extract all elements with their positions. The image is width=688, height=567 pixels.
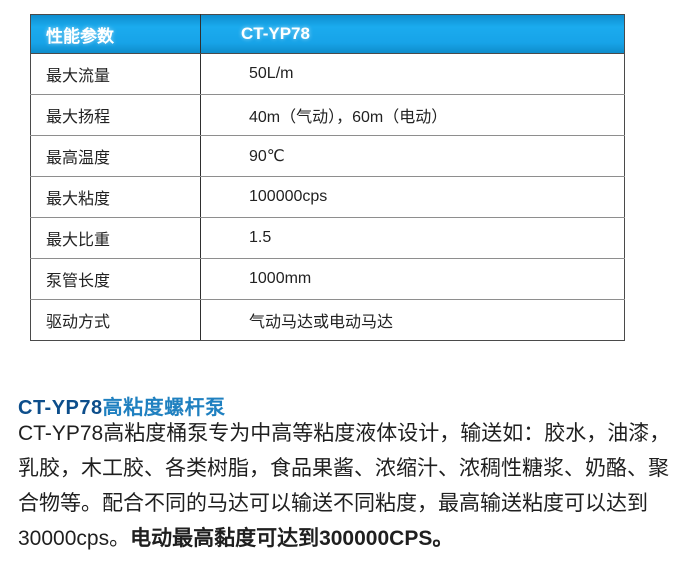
product-description: CT-YP78高粘度桶泵专为中高等粘度液体设计，输送如：胶水，油漆， 乳胶，木工…: [18, 416, 678, 556]
table-row: 最大流量 50L/m: [30, 53, 625, 95]
spec-value-cell: 1.5: [200, 217, 625, 259]
spec-value-cell: 40m（气动），60m（电动）: [200, 94, 625, 136]
product-title-model: CT-YP78: [18, 396, 103, 419]
spec-label-cell: 最高温度: [30, 135, 201, 177]
description-normal-text: 30000cps。: [18, 527, 131, 550]
table-row: 最大粘度 100000cps: [30, 176, 625, 218]
spec-value-cell: 90℃: [200, 135, 625, 177]
table-row: 驱动方式 气动马达或电动马达: [30, 299, 625, 341]
header-row: 性能参数 CT-YP78: [30, 14, 625, 54]
spec-label-cell: 最大粘度: [30, 176, 201, 218]
spec-label-cell: 最大流量: [30, 53, 201, 95]
spec-label-cell: 最大比重: [30, 217, 201, 259]
spec-value-cell: 50L/m: [200, 53, 625, 95]
header-model-cell: CT-YP78: [200, 14, 625, 54]
spec-value-cell: 气动马达或电动马达: [200, 299, 625, 341]
table-row: 泵管长度 1000mm: [30, 258, 625, 300]
product-title: CT-YP78高粘度螺杆泵: [18, 395, 226, 421]
table-row: 最高温度 90℃: [30, 135, 625, 177]
spec-table-header: 性能参数 CT-YP78: [30, 14, 625, 54]
product-title-name: 高粘度螺杆泵: [102, 396, 226, 419]
header-param-cell: 性能参数: [30, 14, 201, 54]
spec-label-cell: 最大扬程: [30, 94, 201, 136]
description-line: 乳胶，木工胶、各类树脂，食品果酱、浓缩汁、浓稠性糖浆、奶酪、聚: [18, 457, 669, 480]
spec-label-cell: 泵管长度: [30, 258, 201, 300]
table-row: 最大比重 1.5: [30, 217, 625, 259]
spec-table: 性能参数 CT-YP78 最大流量 50L/m 最大扬程 40m（气动），60m…: [30, 14, 625, 341]
description-bold-text: 电动最高黏度可达到300000CPS。: [130, 527, 454, 550]
spec-label-cell: 驱动方式: [30, 299, 201, 341]
description-line: 30000cps。电动最高黏度可达到300000CPS。: [18, 521, 678, 556]
table-row: 最大扬程 40m（气动），60m（电动）: [30, 94, 625, 136]
description-line: CT-YP78高粘度桶泵专为中高等粘度液体设计，输送如：胶水，油漆，: [18, 422, 671, 445]
spec-value-cell: 1000mm: [200, 258, 625, 300]
spec-value-cell: 100000cps: [200, 176, 625, 218]
description-line: 合物等。配合不同的马达可以输送不同粘度，最高输送粘度可以达到: [18, 492, 648, 515]
